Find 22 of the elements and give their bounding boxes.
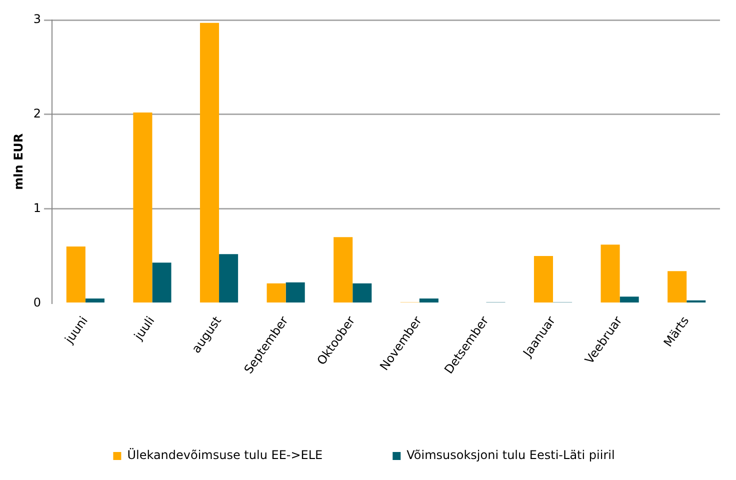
y-tick-label: 1 [33,200,42,215]
y-axis-title: mln EUR [11,133,26,190]
bar [266,283,286,302]
bar [133,112,152,302]
bar [668,271,687,302]
bar [620,296,639,302]
bar [352,283,372,302]
bar [219,254,238,302]
legend-label: Ülekandevõimsuse tulu EE->ELE [127,448,323,462]
y-tick-label: 3 [33,12,42,26]
bar [152,262,172,302]
legend-label: Võimsusoksjoni tulu Eesti-Läti piiril [406,448,615,462]
bar [419,298,438,302]
y-tick-label: 0 [33,295,42,310]
bar [66,246,86,302]
bar [85,298,104,302]
bar [334,237,353,302]
bar [534,256,554,302]
bar [200,22,220,302]
bar [600,244,620,302]
bar [286,282,305,302]
y-tick-label: 2 [33,106,42,121]
